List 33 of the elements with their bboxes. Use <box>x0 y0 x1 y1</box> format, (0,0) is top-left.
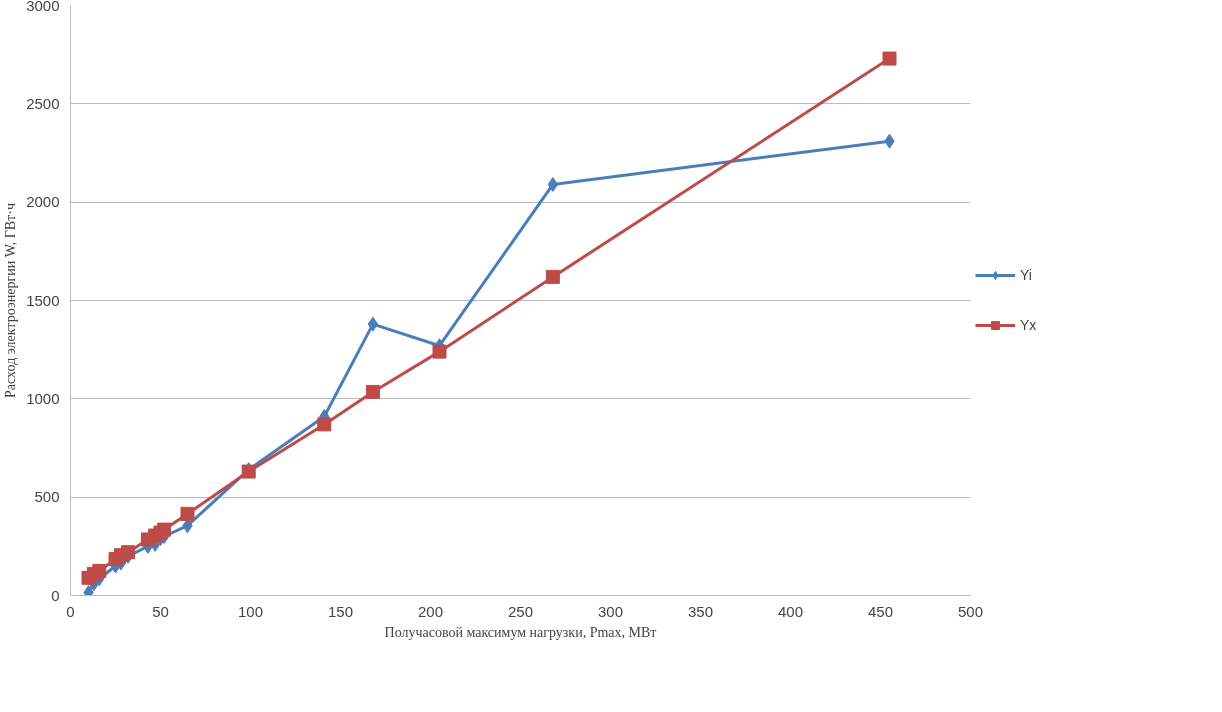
point <box>121 545 136 560</box>
y-tick-label: 1500 <box>26 291 60 309</box>
legend-label: Yi <box>1020 267 1033 283</box>
point <box>545 269 560 284</box>
y-tick-label: 0 <box>51 586 60 604</box>
x-axis-title: Получасовой максимум нагрузки, Pmax, МВт <box>384 624 657 640</box>
x-tick-label: 0 <box>66 602 75 620</box>
point <box>547 176 559 192</box>
x-tick-label: 350 <box>687 602 714 620</box>
y-tick-label: 500 <box>34 488 60 506</box>
legend-label: Yx <box>1020 317 1038 333</box>
x-tick-label: 450 <box>867 602 894 620</box>
x-tick-label: 500 <box>957 602 984 620</box>
point <box>367 316 379 332</box>
x-tick-label: 100 <box>237 602 264 620</box>
y-tick-label: 2000 <box>26 193 60 211</box>
point <box>180 506 195 521</box>
x-tick-label: 250 <box>507 602 534 620</box>
y-tick-label: 1000 <box>26 389 60 407</box>
x-tick-label: 150 <box>327 602 354 620</box>
x-tick-label: 50 <box>152 602 169 620</box>
x-tick-label: 200 <box>417 602 444 620</box>
point <box>882 51 897 66</box>
point <box>157 522 172 537</box>
point <box>92 563 107 578</box>
y-axis-title: Расход электроэнергии W, ГВт·ч <box>3 203 19 398</box>
point <box>432 344 447 359</box>
y-tick-label: 2500 <box>26 94 60 112</box>
y-tick-label: 3000 <box>26 0 60 14</box>
point <box>365 384 380 399</box>
x-tick-label: 300 <box>597 602 624 620</box>
point <box>317 417 332 432</box>
x-tick-label: 400 <box>777 602 804 620</box>
